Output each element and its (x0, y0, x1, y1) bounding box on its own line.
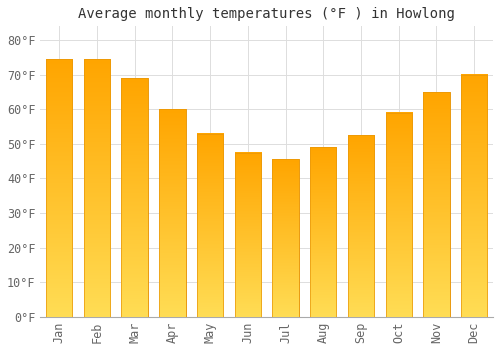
Bar (348, 135, 374, 317)
Bar (84, 59, 110, 317)
Bar (84, 59, 110, 317)
Bar (122, 78, 148, 317)
Bar (159, 109, 186, 317)
Bar (272, 160, 299, 317)
Bar (461, 75, 487, 317)
Title: Average monthly temperatures (°F ) in Howlong: Average monthly temperatures (°F ) in Ho… (78, 7, 455, 21)
Bar (46, 59, 72, 317)
Bar (386, 113, 412, 317)
Bar (272, 160, 299, 317)
Bar (461, 75, 487, 317)
Bar (234, 153, 261, 317)
Bar (122, 78, 148, 317)
Bar (234, 153, 261, 317)
Bar (348, 135, 374, 317)
Bar (310, 147, 336, 317)
Bar (424, 92, 450, 317)
Bar (310, 147, 336, 317)
Bar (197, 133, 224, 317)
Bar (424, 92, 450, 317)
Bar (386, 113, 412, 317)
Bar (159, 109, 186, 317)
Bar (197, 133, 224, 317)
Bar (46, 59, 72, 317)
